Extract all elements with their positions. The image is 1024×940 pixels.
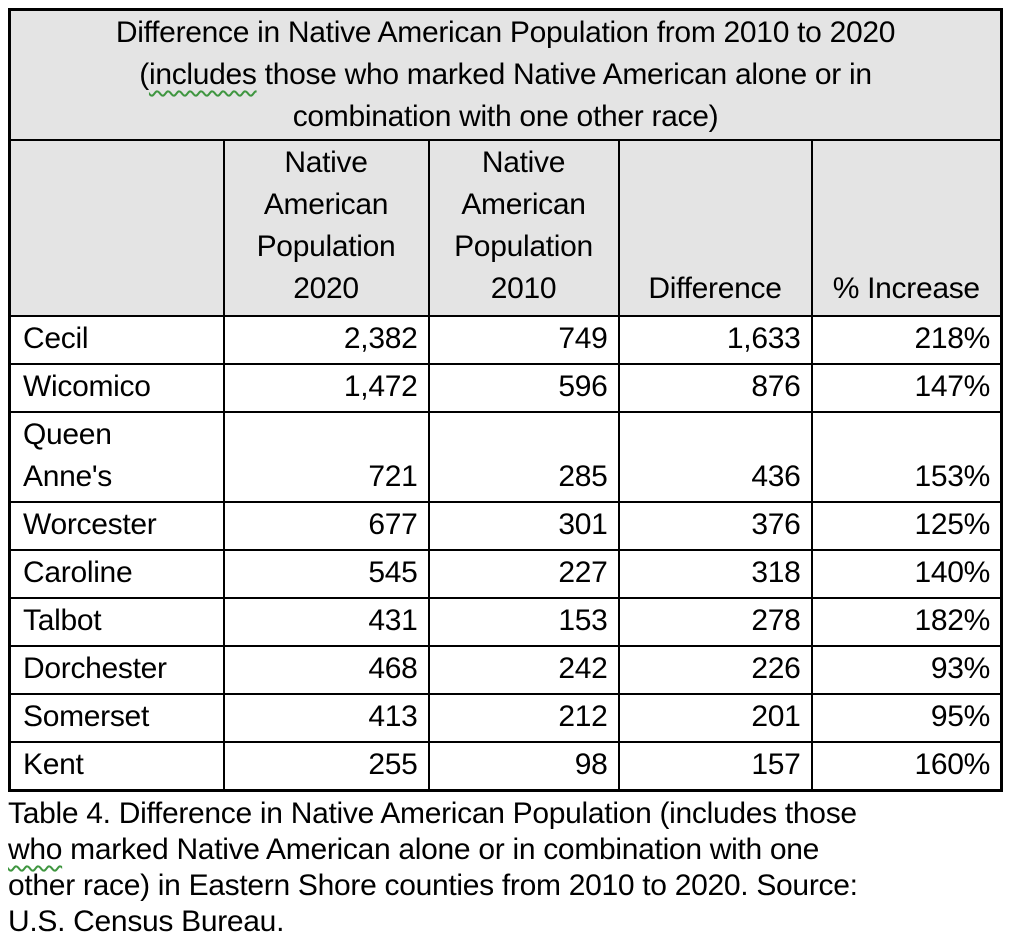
pop2010-cell: 749 (427, 315, 620, 365)
pop2020-cell: 1,472 (222, 363, 430, 413)
table-caption: Table 4. Difference in Native American P… (8, 796, 1010, 940)
difference-cell: 436 (617, 411, 813, 503)
pct-increase-cell: 153% (810, 411, 1003, 503)
table-title-text-after: those who marked Native American alone o… (264, 58, 872, 133)
pop2020-cell: 468 (222, 645, 430, 695)
table-row-worcester: Worcester 677 301 376 125% (8, 501, 1003, 551)
county-cell: Cecil (8, 315, 225, 365)
county-cell: Somerset (8, 693, 225, 743)
header-population-2010: Native American Population 2010 (427, 139, 620, 317)
table-row-talbot: Talbot 431 153 278 182% (8, 597, 1003, 647)
table-row-queen-annes: Queen Anne's 721 285 436 153% (8, 411, 1003, 503)
pop2020-cell: 545 (222, 549, 430, 599)
pop2010-cell: 212 (427, 693, 620, 743)
pop2010-cell: 242 (427, 645, 620, 695)
difference-cell: 318 (617, 549, 813, 599)
table-title-row: Difference in Native American Population… (8, 8, 1003, 141)
pop2010-cell: 596 (427, 363, 620, 413)
pop2020-cell: 721 (222, 411, 430, 503)
table-row-wicomico: Wicomico 1,472 596 876 147% (8, 363, 1003, 413)
pct-increase-cell: 93% (810, 645, 1003, 695)
difference-cell: 278 (617, 597, 813, 647)
county-cell: Queen Anne's (8, 411, 225, 503)
table-title-text-before: Difference in Native American Population… (115, 16, 896, 91)
pop2020-cell: 2,382 (222, 315, 430, 365)
pct-increase-cell: 125% (810, 501, 1003, 551)
table-title: Difference in Native American Population… (8, 8, 1003, 141)
pct-increase-cell: 182% (810, 597, 1003, 647)
table-row-kent: Kent 255 98 157 160% (8, 741, 1003, 792)
difference-cell: 226 (617, 645, 813, 695)
header-population-2020: Native American Population 2020 (222, 139, 430, 317)
pct-increase-cell: 218% (810, 315, 1003, 365)
table-row-cecil: Cecil 2,382 749 1,633 218% (8, 315, 1003, 365)
table-row-somerset: Somerset 413 212 201 95% (8, 693, 1003, 743)
pop2020-cell: 255 (222, 741, 430, 792)
pop2010-cell: 153 (427, 597, 620, 647)
pop2020-cell: 431 (222, 597, 430, 647)
pop2010-cell: 285 (427, 411, 620, 503)
pct-increase-cell: 95% (810, 693, 1003, 743)
table-title-flagged-word: includes (148, 58, 257, 91)
county-cell: Worcester (8, 501, 225, 551)
header-difference: Difference (617, 139, 813, 317)
difference-cell: 376 (617, 501, 813, 551)
table-header-row: Native American Population 2020 Native A… (8, 139, 1003, 317)
county-cell: Talbot (8, 597, 225, 647)
header-pct-increase: % Increase (810, 139, 1003, 317)
county-cell: Dorchester (8, 645, 225, 695)
table-row-caroline: Caroline 545 227 318 140% (8, 549, 1003, 599)
pct-increase-cell: 160% (810, 741, 1003, 792)
caption-text-before: Table 4. Difference in Native American P… (8, 797, 857, 830)
population-difference-table: Difference in Native American Population… (8, 8, 1004, 792)
header-county-blank (8, 139, 225, 317)
pop2020-cell: 677 (222, 501, 430, 551)
county-cell: Kent (8, 741, 225, 792)
pop2010-cell: 301 (427, 501, 620, 551)
difference-cell: 157 (617, 741, 813, 792)
caption-text-after: marked Native American alone or in combi… (8, 833, 858, 938)
difference-cell: 201 (617, 693, 813, 743)
difference-cell: 876 (617, 363, 813, 413)
pop2010-cell: 227 (427, 549, 620, 599)
table-row-dorchester: Dorchester 468 242 226 93% (8, 645, 1003, 695)
pct-increase-cell: 140% (810, 549, 1003, 599)
difference-cell: 1,633 (617, 315, 813, 365)
pct-increase-cell: 147% (810, 363, 1003, 413)
pop2010-cell: 98 (427, 741, 620, 792)
county-cell: Wicomico (8, 363, 225, 413)
county-cell: Caroline (8, 549, 225, 599)
pop2020-cell: 413 (222, 693, 430, 743)
caption-flagged-word: who (8, 833, 63, 866)
